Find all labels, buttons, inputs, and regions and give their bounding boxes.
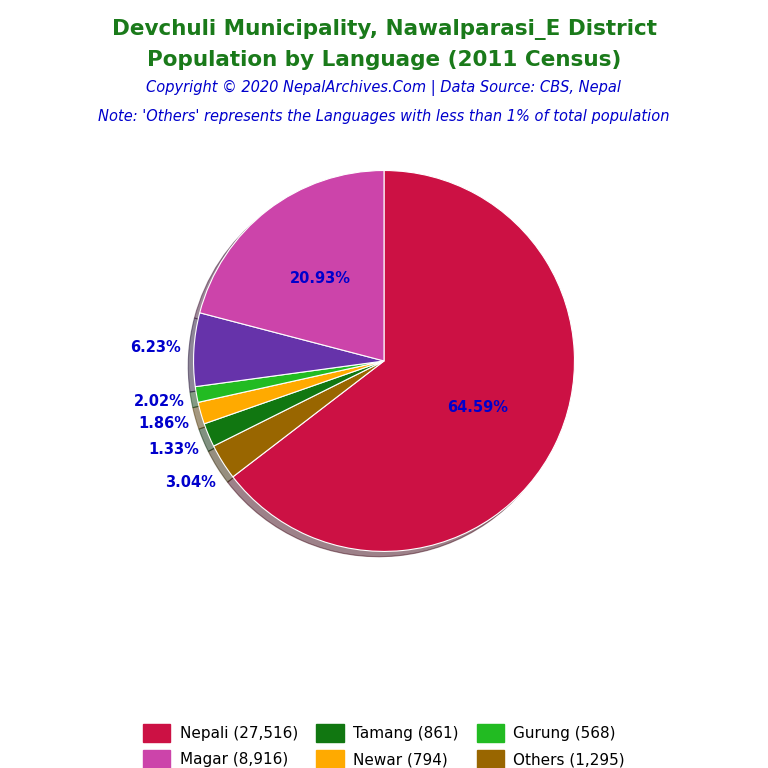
Legend: Nepali (27,516), Magar (8,916), Tharu (2,653), Tamang (861), Newar (794), Gurung: Nepali (27,516), Magar (8,916), Tharu (2… [137,717,631,768]
Wedge shape [198,361,384,424]
Text: Devchuli Municipality, Nawalparasi_E District: Devchuli Municipality, Nawalparasi_E Dis… [111,19,657,40]
Text: 1.33%: 1.33% [148,442,199,458]
Wedge shape [194,313,384,386]
Wedge shape [214,361,384,477]
Text: 3.04%: 3.04% [165,475,216,490]
Text: Copyright © 2020 NepalArchives.Com | Data Source: CBS, Nepal: Copyright © 2020 NepalArchives.Com | Dat… [147,80,621,96]
Wedge shape [200,170,384,361]
Text: 64.59%: 64.59% [448,400,508,415]
Text: 1.86%: 1.86% [139,416,190,431]
Text: Note: 'Others' represents the Languages with less than 1% of total population: Note: 'Others' represents the Languages … [98,109,670,124]
Wedge shape [195,361,384,402]
Text: Population by Language (2011 Census): Population by Language (2011 Census) [147,50,621,70]
Wedge shape [204,361,384,446]
Text: 20.93%: 20.93% [290,270,350,286]
Text: 6.23%: 6.23% [131,339,181,355]
Wedge shape [233,170,574,551]
Text: 2.02%: 2.02% [134,394,184,409]
